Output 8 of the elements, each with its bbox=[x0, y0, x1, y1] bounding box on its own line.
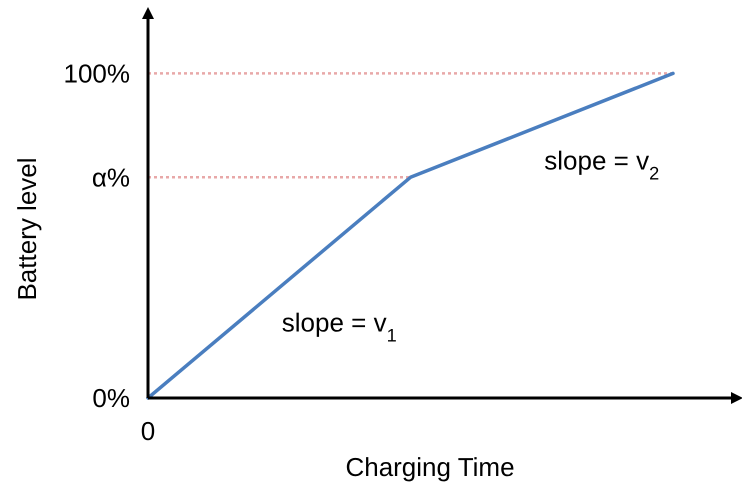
y-tick-label: α% bbox=[92, 162, 130, 192]
x-tick-label: 0 bbox=[140, 416, 156, 446]
y-axis-title: Battery level bbox=[12, 157, 42, 301]
annotation: slope = v$_{1}$ bbox=[282, 308, 397, 346]
annotation: slope = v$_{2}$ bbox=[544, 145, 660, 184]
y-tick-label: 100% bbox=[64, 58, 130, 89]
y-tick-label: 0% bbox=[92, 383, 130, 414]
x-axis-title: Charging Time bbox=[345, 452, 515, 482]
